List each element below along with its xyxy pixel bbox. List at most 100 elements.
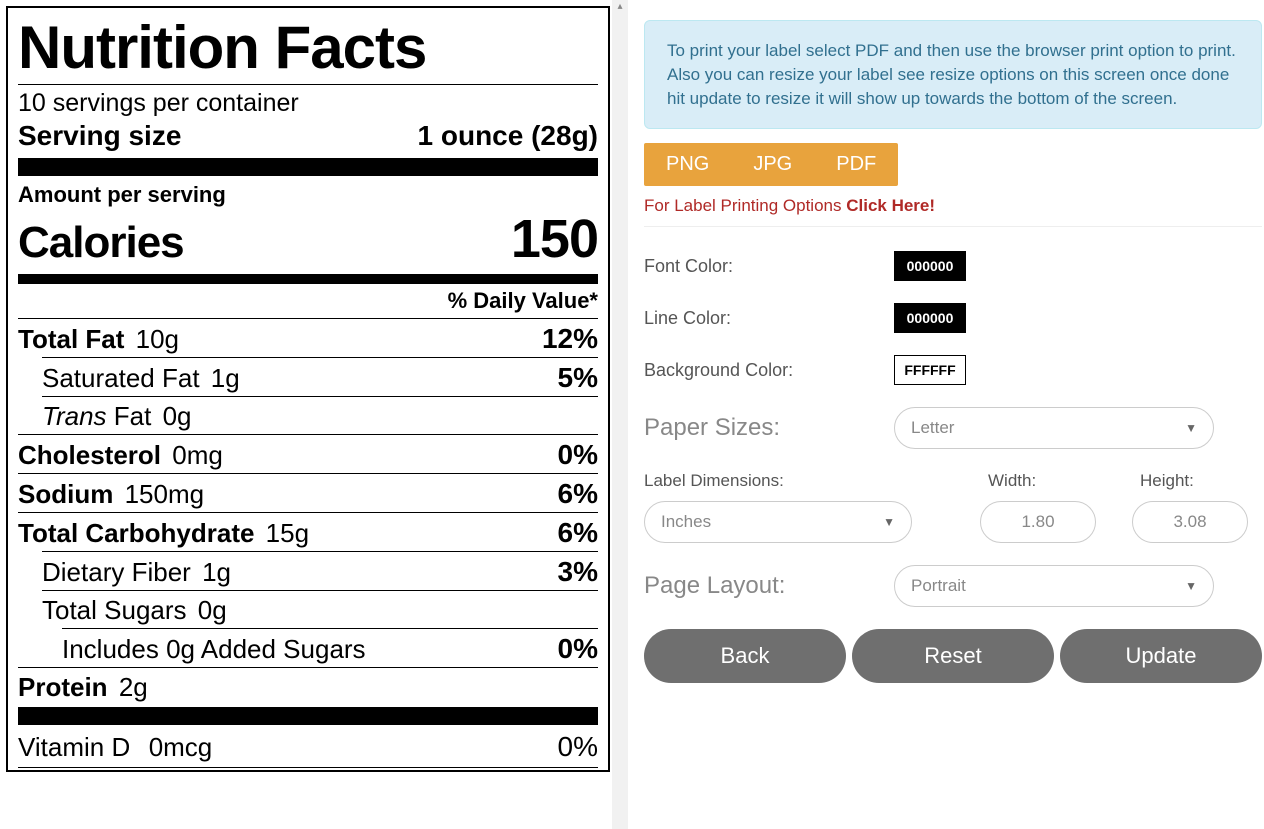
nutrient-dv: 12% <box>542 323 598 355</box>
nutrient-value: 1g <box>211 363 240 393</box>
row-saturated-fat: Saturated Fat 1g 5% <box>42 357 598 396</box>
chevron-down-icon: ▼ <box>1185 579 1197 593</box>
row-fiber: Dietary Fiber 1g 3% <box>42 551 598 590</box>
reset-button[interactable]: Reset <box>852 629 1054 683</box>
png-button[interactable]: PNG <box>644 143 731 186</box>
page-layout-label: Page Layout: <box>644 572 894 600</box>
nutrient-dv: 3% <box>558 556 598 588</box>
background-color-label: Background Color: <box>644 360 894 381</box>
nutrient-value: 0g <box>163 401 192 431</box>
print-options-line: For Label Printing Options Click Here! <box>644 196 1262 216</box>
nutrient-value: 150mg <box>125 479 205 509</box>
update-button[interactable]: Update <box>1060 629 1262 683</box>
print-options-link[interactable]: Click Here! <box>846 196 935 215</box>
action-buttons: Back Reset Update <box>644 629 1262 683</box>
serving-size-label: Serving size <box>18 120 181 152</box>
line-color-label: Line Color: <box>644 308 894 329</box>
nutrition-label: Nutrition Facts 10 servings per containe… <box>6 6 610 772</box>
nutrient-name: Vitamin D <box>18 732 130 762</box>
page-layout-value: Portrait <box>911 576 966 596</box>
nutrient-name: Protein <box>18 672 108 702</box>
divider <box>644 226 1262 227</box>
print-options-prefix: For Label Printing Options <box>644 196 846 215</box>
font-color-label: Font Color: <box>644 256 894 277</box>
row-added-sugars: Includes 0g Added Sugars 0% <box>62 628 598 667</box>
chevron-down-icon: ▼ <box>883 515 895 529</box>
background-color-swatch[interactable]: FFFFFF <box>894 355 966 385</box>
row-total-sugars: Total Sugars 0g <box>42 590 598 628</box>
nutrient-value: 15g <box>266 518 309 548</box>
nutrient-text: Includes 0g Added Sugars <box>62 634 366 664</box>
nutrient-name: Saturated Fat <box>42 363 200 393</box>
serving-size-row: Serving size 1 ounce (28g) <box>18 120 598 152</box>
height-input[interactable] <box>1132 501 1248 543</box>
trans-prefix: Trans <box>42 401 107 431</box>
calories-row: Calories 150 <box>18 208 598 270</box>
font-color-row: Font Color: 000000 <box>644 251 1262 281</box>
label-dimensions-label: Label Dimensions: <box>644 471 944 491</box>
row-sodium: Sodium 150mg 6% <box>18 473 598 512</box>
medium-bar <box>18 274 598 284</box>
nutrient-dv: 0% <box>558 633 598 665</box>
label-dimensions-row: Label Dimensions: Inches ▼ Width: Height… <box>644 471 1262 543</box>
trans-suffix: Fat <box>107 401 152 431</box>
nutrient-dv: 5% <box>558 362 598 394</box>
page-layout-row: Page Layout: Portrait ▼ <box>644 565 1262 607</box>
nutrient-dv: 6% <box>558 517 598 549</box>
line-color-swatch[interactable]: 000000 <box>894 303 966 333</box>
row-vitamin-d: Vitamin D 0mcg 0% <box>18 727 598 765</box>
thick-bar <box>18 707 598 725</box>
nutrient-value: 10g <box>136 324 179 354</box>
row-protein: Protein 2g <box>18 667 598 705</box>
label-dimensions-unit-select[interactable]: Inches ▼ <box>644 501 912 543</box>
rule <box>18 84 598 85</box>
settings-panel: To print your label select PDF and then … <box>628 0 1264 829</box>
serving-size-value: 1 ounce (28g) <box>418 120 598 152</box>
paper-sizes-value: Letter <box>911 418 954 438</box>
background-color-row: Background Color: FFFFFF <box>644 355 1262 385</box>
row-cholesterol: Cholesterol 0mg 0% <box>18 434 598 473</box>
label-dimensions-unit: Inches <box>661 512 711 532</box>
page-layout-select[interactable]: Portrait ▼ <box>894 565 1214 607</box>
calories-value: 150 <box>511 208 598 270</box>
width-label: Width: <box>988 471 1096 491</box>
info-message: To print your label select PDF and then … <box>644 20 1262 129</box>
paper-sizes-row: Paper Sizes: Letter ▼ <box>644 407 1262 449</box>
nutrition-label-panel: Nutrition Facts 10 servings per containe… <box>0 0 628 829</box>
back-button[interactable]: Back <box>644 629 846 683</box>
pdf-button[interactable]: PDF <box>814 143 898 186</box>
label-title: Nutrition Facts <box>18 18 598 78</box>
chevron-down-icon: ▼ <box>1185 421 1197 435</box>
nutrient-name: Total Carbohydrate <box>18 518 254 548</box>
paper-sizes-label: Paper Sizes: <box>644 414 894 442</box>
daily-value-header: % Daily Value* <box>18 288 598 314</box>
nutrient-value: 1g <box>202 557 231 587</box>
servings-per-container: 10 servings per container <box>18 89 598 118</box>
nutrient-name: Total Sugars <box>42 595 187 625</box>
rule <box>18 767 598 768</box>
height-label: Height: <box>1140 471 1248 491</box>
width-input[interactable] <box>980 501 1096 543</box>
nutrient-name: Dietary Fiber <box>42 557 191 587</box>
scrollbar-track[interactable]: ▴ <box>612 0 628 829</box>
nutrient-dv: 6% <box>558 478 598 510</box>
paper-sizes-select[interactable]: Letter ▼ <box>894 407 1214 449</box>
row-total-carb: Total Carbohydrate 15g 6% <box>18 512 598 551</box>
nutrient-name: Total Fat <box>18 324 124 354</box>
nutrient-value: 0mcg <box>149 732 213 762</box>
nutrient-dv: 0% <box>558 439 598 471</box>
row-trans-fat: Trans Fat 0g <box>42 396 598 434</box>
nutrient-value: 0g <box>198 595 227 625</box>
format-button-group: PNG JPG PDF <box>644 143 898 186</box>
nutrient-name: Sodium <box>18 479 113 509</box>
nutrient-dv: 0% <box>558 731 598 763</box>
line-color-row: Line Color: 000000 <box>644 303 1262 333</box>
amount-per-serving: Amount per serving <box>18 182 598 208</box>
font-color-swatch[interactable]: 000000 <box>894 251 966 281</box>
calories-label: Calories <box>18 218 184 268</box>
row-total-fat: Total Fat 10g 12% <box>18 318 598 357</box>
nutrient-name: Cholesterol <box>18 440 161 470</box>
scroll-up-icon[interactable]: ▴ <box>615 2 625 12</box>
jpg-button[interactable]: JPG <box>731 143 814 186</box>
nutrient-value: 2g <box>119 672 148 702</box>
